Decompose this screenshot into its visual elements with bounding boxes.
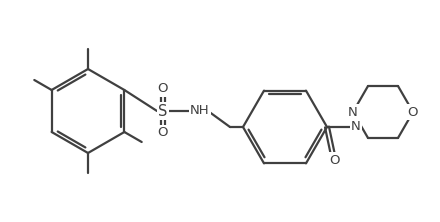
Text: O: O	[408, 105, 418, 119]
Text: S: S	[158, 103, 168, 119]
Text: O: O	[158, 83, 168, 95]
Text: O: O	[158, 127, 168, 139]
Text: O: O	[329, 153, 339, 166]
Text: N: N	[351, 121, 361, 133]
Text: N: N	[348, 105, 358, 119]
Text: NH: NH	[190, 105, 210, 117]
